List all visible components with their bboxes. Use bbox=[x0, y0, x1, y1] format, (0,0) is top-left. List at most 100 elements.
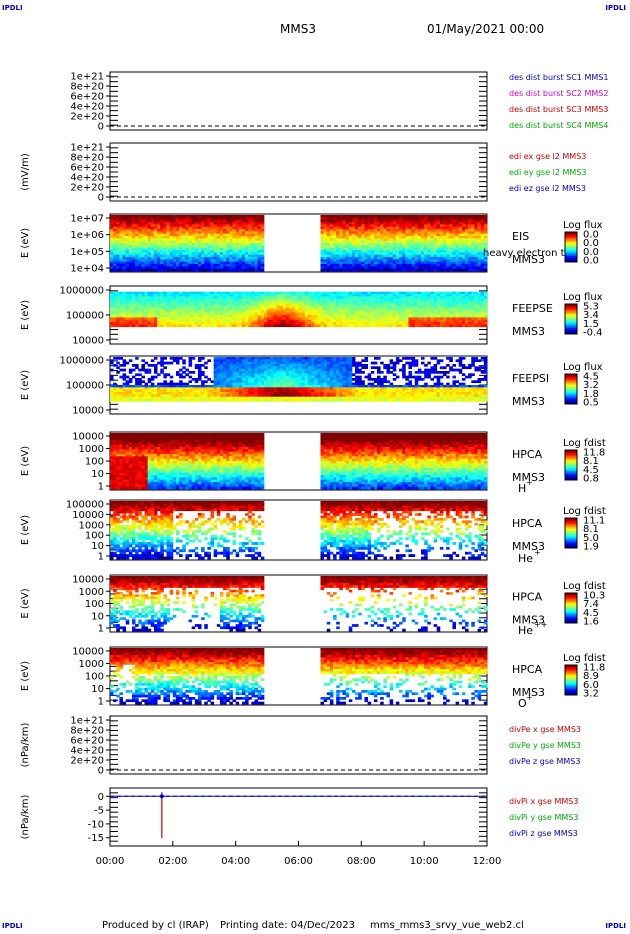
spectrogram-cell bbox=[443, 233, 447, 237]
spectrogram-cell bbox=[430, 257, 434, 260]
spectrogram-cell bbox=[153, 303, 158, 307]
spectrogram-cell bbox=[474, 268, 478, 272]
spectrogram-cell bbox=[389, 315, 394, 318]
spectrogram-cell bbox=[421, 298, 425, 302]
spectrogram-cell bbox=[229, 378, 233, 381]
spectrogram-cell bbox=[465, 296, 469, 300]
spectrogram-cell bbox=[436, 236, 441, 239]
spectrogram-cell bbox=[188, 254, 193, 258]
spectrogram-cell bbox=[245, 245, 249, 249]
spectrogram-cell bbox=[219, 301, 224, 304]
spectrogram-cell bbox=[125, 226, 130, 230]
spectrogram-cell bbox=[166, 303, 171, 307]
spectrogram-cell bbox=[235, 315, 240, 318]
spectrogram-cell bbox=[449, 233, 453, 237]
spectrogram-cell bbox=[323, 312, 328, 316]
spectrogram-cell bbox=[254, 317, 259, 321]
spectrogram-cell bbox=[389, 243, 394, 246]
spectrogram-cell bbox=[166, 219, 171, 223]
spectrogram-cell bbox=[323, 264, 328, 267]
spectrogram-cell bbox=[179, 389, 183, 393]
spectrogram-cell bbox=[380, 252, 384, 256]
spectrogram-cell bbox=[474, 229, 478, 232]
spectrogram-cell bbox=[307, 317, 312, 321]
spectrogram-cell bbox=[260, 257, 265, 260]
spectrogram-cell bbox=[194, 222, 199, 225]
spectrogram-cell bbox=[449, 224, 453, 228]
spectrogram-cell bbox=[160, 217, 164, 221]
spectrogram-cell bbox=[125, 324, 130, 328]
spectrogram-cell bbox=[367, 315, 372, 318]
spectrogram-cell bbox=[210, 319, 215, 323]
spectrogram-cell bbox=[323, 319, 328, 323]
spectrogram-cell bbox=[197, 261, 202, 265]
spectrogram-cell bbox=[141, 259, 145, 263]
spectrogram-cell bbox=[273, 305, 277, 309]
spectrogram-cell bbox=[138, 233, 142, 237]
spectrogram-cell bbox=[323, 317, 328, 321]
spectrogram-cell bbox=[144, 382, 149, 386]
spectrogram-cell bbox=[439, 219, 444, 223]
spectrogram-cell bbox=[364, 257, 369, 260]
spectrogram-cell bbox=[141, 266, 145, 270]
spectrogram-cell bbox=[197, 247, 202, 251]
spectrogram-cell bbox=[446, 324, 450, 328]
spectrogram-cell bbox=[483, 254, 488, 258]
spectrogram-cell bbox=[373, 261, 378, 265]
spectrogram-cell bbox=[458, 298, 463, 302]
spectrogram-cell bbox=[342, 291, 347, 295]
spectrogram-cell bbox=[326, 224, 331, 228]
spectrogram-cell bbox=[204, 236, 208, 239]
spectrogram-cell bbox=[483, 291, 488, 295]
spectrogram-cell bbox=[204, 380, 208, 384]
spectrogram-cell bbox=[175, 382, 180, 386]
spectrogram-cell bbox=[295, 305, 299, 309]
spectrogram-cell bbox=[144, 308, 149, 311]
spectrogram-cell bbox=[135, 261, 139, 265]
spectrogram-cell bbox=[213, 317, 218, 321]
spectrogram-cell bbox=[210, 394, 215, 398]
spectrogram-cell bbox=[471, 291, 475, 295]
spectrogram-cell bbox=[414, 222, 419, 225]
spectrogram-cell bbox=[383, 215, 387, 218]
spectrogram-cell bbox=[197, 373, 202, 377]
spectrogram-cell bbox=[477, 222, 482, 225]
spectrogram-cell bbox=[361, 266, 365, 270]
spectrogram-cell bbox=[166, 254, 171, 258]
spectrogram-cell bbox=[125, 224, 130, 228]
spectrogram-cell bbox=[424, 266, 428, 270]
spectrogram-cell bbox=[141, 236, 145, 239]
spectrogram-cell bbox=[135, 222, 139, 225]
colorbar-cell bbox=[565, 313, 577, 315]
spectrogram-cell bbox=[480, 291, 485, 295]
spectrogram-cell bbox=[355, 238, 359, 242]
spectrogram-cell bbox=[248, 264, 252, 267]
spectrogram-cell bbox=[465, 261, 469, 265]
spectrogram-cell bbox=[443, 219, 447, 223]
spectrogram-cell bbox=[389, 222, 394, 225]
spectrogram-cell bbox=[480, 303, 485, 307]
spectrogram-cell bbox=[194, 317, 199, 321]
spectrogram-cell bbox=[386, 219, 391, 223]
spectrogram-cell bbox=[113, 294, 117, 297]
spectrogram-cell bbox=[304, 303, 309, 307]
spectrogram-cell bbox=[166, 243, 171, 246]
spectrogram-cell bbox=[358, 254, 362, 258]
spectrogram-cell bbox=[430, 240, 434, 244]
spectrogram-cell bbox=[138, 231, 142, 235]
spectrogram-cell bbox=[128, 266, 133, 270]
spectrogram-cell bbox=[427, 296, 431, 300]
spectrogram-cell bbox=[229, 380, 233, 384]
spectrogram-cell bbox=[395, 261, 400, 265]
spectrogram-cell bbox=[110, 324, 114, 328]
spectrogram-cell bbox=[166, 264, 171, 267]
spectrogram-cell bbox=[119, 250, 123, 253]
spectrogram-cell bbox=[329, 264, 334, 267]
header-datetime: 01/May/2021 00:00 bbox=[427, 22, 545, 36]
spectrogram-cell bbox=[433, 305, 438, 309]
spectrogram-cell bbox=[138, 312, 142, 316]
spectrogram-cell bbox=[477, 296, 482, 300]
spectrogram-cell bbox=[232, 324, 237, 328]
spectrogram-cell bbox=[213, 240, 218, 244]
spectrogram-cell bbox=[141, 324, 145, 328]
